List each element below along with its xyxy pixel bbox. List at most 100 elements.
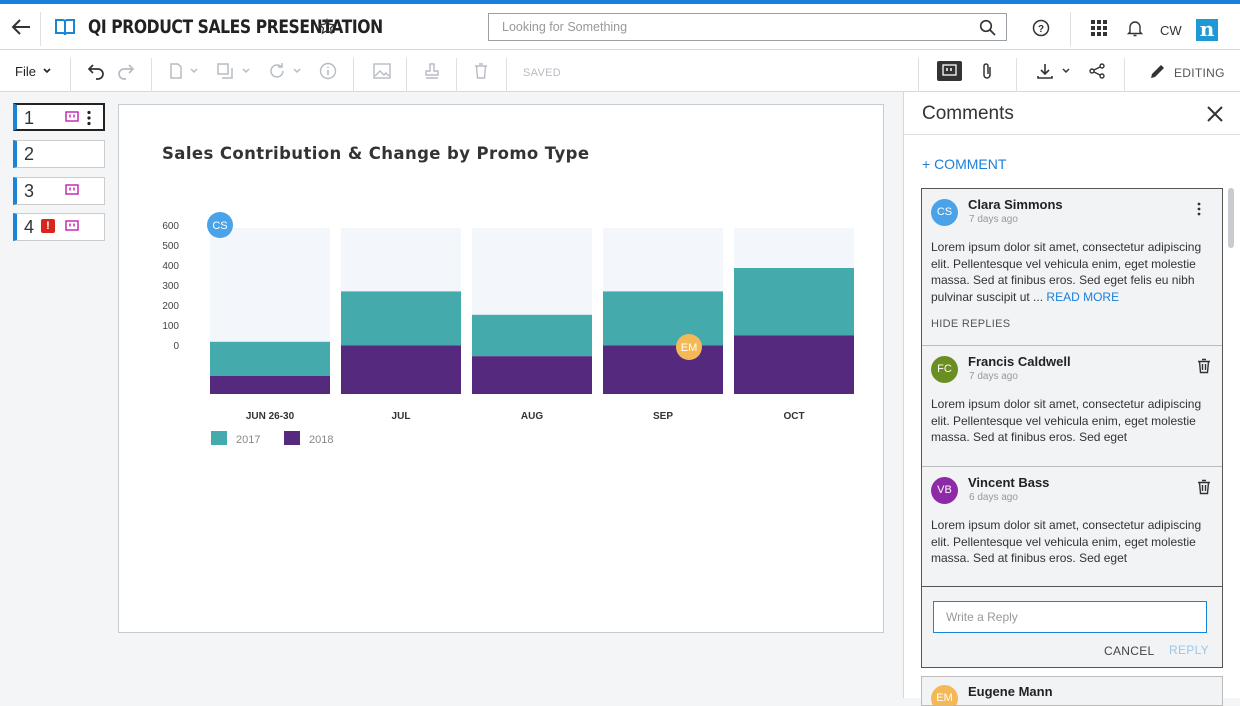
pencil-icon[interactable] <box>1148 61 1168 81</box>
chevron-down-icon[interactable] <box>43 67 51 75</box>
slide-thumbnail-1[interactable]: 1 <box>13 103 105 131</box>
comment-marker-initials: CS <box>212 220 227 232</box>
user-initials[interactable]: CW <box>1160 23 1182 38</box>
comment-thread: CS Clara Simmons 7 days ago Lorem ipsum … <box>921 188 1223 668</box>
search-box <box>488 13 1007 41</box>
comment-time: 7 days ago <box>969 371 1018 382</box>
slide-number: 1 <box>24 108 35 128</box>
x-tick-label: SEP <box>653 411 673 422</box>
divider <box>353 58 354 92</box>
divider <box>40 12 41 46</box>
add-comment-button[interactable]: + COMMENT <box>922 156 1007 172</box>
comment-quote-icon <box>942 64 957 76</box>
search-icon[interactable] <box>979 19 996 36</box>
divider <box>70 58 71 92</box>
comment-text: Lorem ipsum dolor sit amet, consectetur … <box>931 239 1216 305</box>
comment-time: 6 days ago <box>969 492 1018 503</box>
image-icon[interactable] <box>372 61 392 81</box>
bar-2017 <box>472 314 592 357</box>
copy-icon[interactable] <box>166 61 186 81</box>
trash-icon[interactable] <box>471 61 491 81</box>
slide-canvas[interactable]: Sales Contribution & Change by Promo Typ… <box>118 104 884 633</box>
chevron-down-icon[interactable] <box>1062 67 1070 75</box>
info-icon[interactable] <box>318 61 338 81</box>
slide-thumbnail-2[interactable]: 2 <box>13 140 105 168</box>
share-icon[interactable] <box>1087 61 1107 81</box>
search-input[interactable] <box>489 14 959 40</box>
editing-mode-label[interactable]: EDITING <box>1174 66 1225 80</box>
comment-author: Eugene Mann <box>968 684 1053 699</box>
y-tick-label: 500 <box>162 241 179 252</box>
reply-area: CANCEL REPLY <box>922 586 1222 667</box>
bell-icon[interactable] <box>1125 18 1145 38</box>
slide-thumbnail-3[interactable]: 3 <box>13 177 105 205</box>
legend-swatch <box>284 431 300 445</box>
x-tick-label: JUL <box>392 411 411 422</box>
file-menu[interactable]: File <box>15 64 36 79</box>
y-tick-label: 200 <box>162 301 179 312</box>
bar-2018 <box>472 356 592 394</box>
chevron-down-icon[interactable] <box>242 67 250 75</box>
hide-replies-button[interactable]: HIDE REPLIES <box>931 318 1011 330</box>
page-title: QI PRODUCT SALES PRESENTATION <box>88 16 383 38</box>
y-tick-label: 600 <box>162 221 179 232</box>
comment-author: Francis Caldwell <box>968 354 1071 369</box>
reply-input[interactable] <box>934 602 1194 632</box>
y-tick-label: 300 <box>162 281 179 292</box>
file-menu-label: File <box>15 64 36 79</box>
trash-icon[interactable] <box>1197 358 1211 374</box>
slide-number: 4 <box>24 217 35 237</box>
legend-label: 2017 <box>236 434 260 446</box>
divider <box>1124 58 1125 92</box>
chevron-down-icon[interactable] <box>190 67 198 75</box>
read-more-link[interactable]: READ MORE <box>1046 289 1120 304</box>
reply-button[interactable]: REPLY <box>1169 643 1209 657</box>
apps-grid-icon[interactable] <box>1089 18 1109 38</box>
comment-marker-initials: EM <box>681 342 698 354</box>
kebab-menu-icon[interactable] <box>87 110 91 126</box>
avatar: VB <box>931 477 958 504</box>
refresh-icon[interactable] <box>267 61 287 81</box>
comment-author: Clara Simmons <box>968 197 1063 212</box>
comments-toggle-button[interactable] <box>937 61 962 81</box>
trash-icon[interactable] <box>1197 479 1211 495</box>
comment-time: 7 days ago <box>969 214 1018 225</box>
chevron-down-icon[interactable] <box>293 67 301 75</box>
star-icon[interactable] <box>318 18 336 36</box>
x-tick-label: OCT <box>783 411 804 422</box>
brand-logo[interactable]: n <box>1196 19 1218 41</box>
avatar: EM <box>931 685 958 705</box>
paperclip-icon[interactable] <box>977 61 997 81</box>
bar-2017 <box>603 291 723 346</box>
stamp-icon[interactable] <box>422 61 442 81</box>
divider <box>456 58 457 92</box>
reply-input-box <box>933 601 1207 633</box>
editor-toolbar: File SAVED EDITING <box>0 50 1240 92</box>
y-tick-label: 0 <box>173 341 179 352</box>
bar-2018 <box>341 345 461 394</box>
divider <box>406 58 407 92</box>
comment-card: VB Vincent Bass 6 days ago Lorem ipsum d… <box>922 467 1222 586</box>
download-icon[interactable] <box>1035 61 1055 81</box>
bar-2018 <box>210 376 330 394</box>
cancel-button[interactable]: CANCEL <box>1104 644 1155 658</box>
back-arrow-icon[interactable] <box>10 16 32 38</box>
help-icon[interactable]: ? <box>1031 18 1051 38</box>
comment-text: Lorem ipsum dolor sit amet, consectetur … <box>931 518 1202 565</box>
redo-icon[interactable] <box>116 61 136 81</box>
bar-2018 <box>734 335 854 394</box>
comments-panel-title: Comments <box>922 103 1014 124</box>
duplicate-icon[interactable] <box>215 61 235 81</box>
undo-icon[interactable] <box>86 61 106 81</box>
divider <box>904 134 1240 135</box>
bar-2018 <box>603 345 723 394</box>
comment-marker <box>676 334 702 360</box>
scrollbar[interactable] <box>1228 188 1234 248</box>
kebab-menu-icon[interactable] <box>1197 202 1201 216</box>
close-icon[interactable] <box>1206 105 1224 123</box>
slide-thumbnail-4[interactable]: 4 ! <box>13 213 105 241</box>
avatar: FC <box>931 356 958 383</box>
comment-author: Vincent Bass <box>968 475 1050 490</box>
divider <box>1070 12 1071 46</box>
bar-2017 <box>341 291 461 346</box>
